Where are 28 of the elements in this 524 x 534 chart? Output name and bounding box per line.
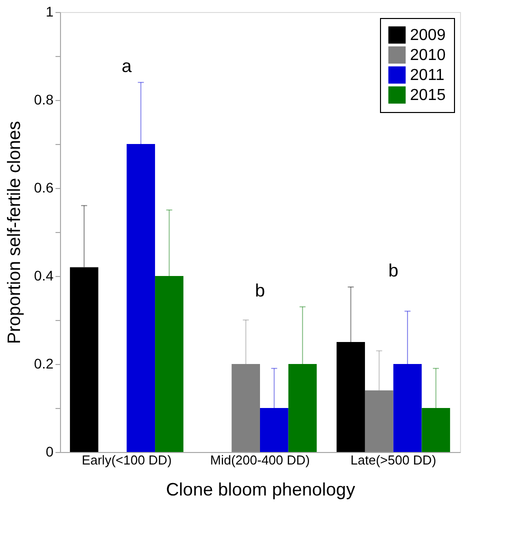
- bar: [70, 267, 98, 452]
- annotation: a: [122, 56, 133, 76]
- bar: [422, 408, 450, 452]
- legend-label: 2015: [410, 87, 446, 104]
- bar: [393, 364, 422, 452]
- bar: [288, 364, 317, 452]
- x-axis-title: Clone bloom phenology: [166, 480, 356, 500]
- y-tick-label: 0: [46, 444, 54, 460]
- bar: [260, 408, 288, 452]
- legend-label: 2011: [410, 67, 445, 84]
- y-tick-label: 1: [46, 4, 54, 20]
- x-tick-label: Late(>500 DD): [350, 452, 436, 468]
- y-tick-label: 0.6: [34, 180, 54, 196]
- y-tick-label: 0.8: [34, 92, 54, 108]
- bar: [232, 364, 260, 452]
- y-tick-label: 0.2: [34, 356, 54, 372]
- bar: [364, 390, 394, 452]
- annotation: b: [254, 280, 266, 300]
- x-tick-label: Early(<100 DD): [82, 452, 172, 468]
- bar: [155, 276, 184, 452]
- y-tick-label: 0.4: [34, 268, 54, 284]
- x-tick-label: Mid(200-400 DD): [210, 452, 310, 468]
- legend-label: 2009: [410, 27, 446, 44]
- annotation: b: [388, 260, 398, 281]
- legend-label: 2010: [410, 47, 446, 64]
- bar: [336, 342, 365, 452]
- bar: [126, 144, 156, 452]
- y-axis-title: Proportion self-fertile clones: [4, 120, 24, 344]
